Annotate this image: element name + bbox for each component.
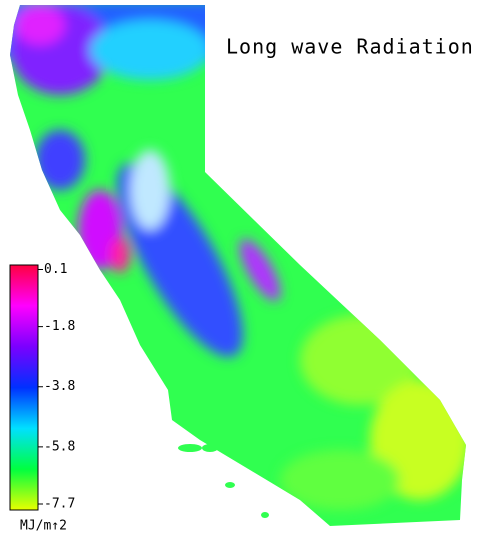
islands [178, 444, 269, 518]
map-title: Long wave Radiation [226, 35, 474, 59]
colorbar-unit: MJ/m↑2 [20, 519, 67, 534]
tick-label: -1.8 [44, 319, 75, 334]
colorbar-ticks: 0.1 -1.8 -3.8 -5.8 -7.7 [38, 262, 75, 511]
tick-label: -7.7 [44, 496, 75, 511]
tick-label: 0.1 [44, 262, 67, 277]
tick-label: -5.8 [44, 439, 75, 454]
colorbar [9, 264, 39, 511]
tick-label: -3.8 [44, 379, 75, 394]
